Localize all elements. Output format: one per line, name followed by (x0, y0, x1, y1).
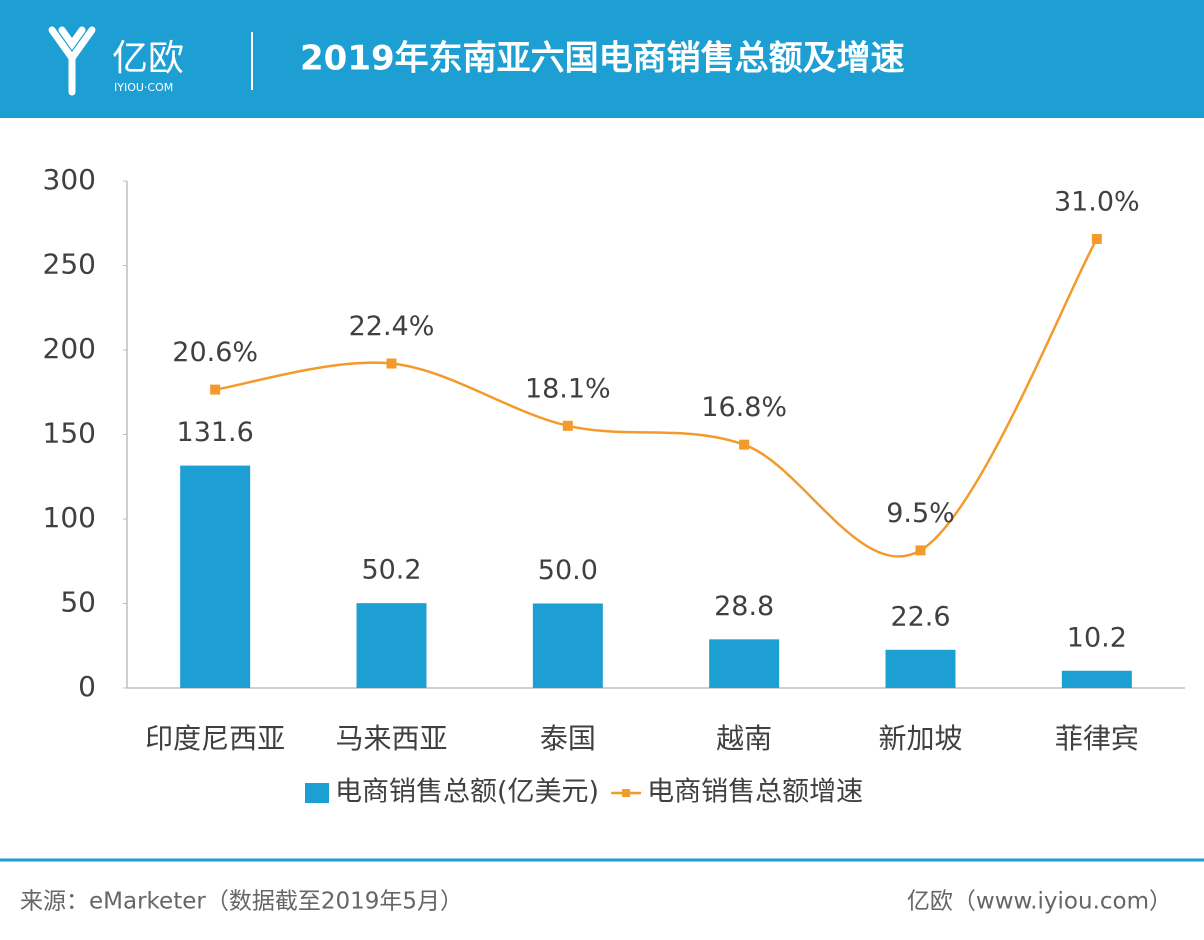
growth-line (214, 238, 1098, 558)
data-label: 50.2 (361, 555, 421, 586)
data-label: 31.0% (1054, 186, 1140, 217)
line-marker (210, 384, 221, 395)
line-marker (1091, 233, 1102, 244)
data-label: 10.2 (1067, 622, 1127, 653)
data-label: 20.6% (172, 337, 258, 368)
line-marker (562, 420, 573, 431)
y-tick-label: 0 (78, 670, 96, 703)
data-label: 28.8 (714, 591, 774, 622)
logo-icon (48, 26, 96, 96)
legend-swatch (622, 789, 631, 797)
y-tick-label: 250 (43, 248, 96, 281)
x-tick-label: 菲律宾 (1055, 722, 1139, 755)
x-tick-label: 越南 (716, 722, 772, 755)
line-marker (915, 545, 926, 556)
x-tick-label: 印度尼西亚 (145, 722, 285, 755)
bar (709, 639, 780, 688)
data-label: 16.8% (701, 392, 787, 423)
data-label: 22.6 (890, 601, 950, 632)
data-label: 9.5% (886, 498, 955, 529)
line-marker (739, 439, 750, 450)
y-tick-label: 300 (43, 163, 96, 196)
bar (885, 649, 956, 688)
data-label: 131.6 (177, 417, 254, 448)
y-tick-label: 100 (43, 501, 96, 534)
logo-subtext: IYIOU·COM (114, 81, 173, 94)
bar (180, 465, 251, 688)
data-label: 50.0 (538, 555, 598, 586)
x-tick-label: 马来西亚 (335, 722, 447, 755)
bar (1061, 670, 1132, 688)
data-label: 18.1% (525, 373, 611, 404)
credit: 亿欧（www.iyiou.com） (907, 889, 1172, 915)
y-tick-label: 150 (43, 417, 96, 450)
legend-label: 电商销售总额(亿美元) (335, 777, 599, 808)
x-tick-label: 泰国 (540, 722, 596, 755)
x-tick-label: 新加坡 (878, 722, 962, 755)
bar (356, 603, 427, 688)
line-marker (386, 358, 397, 369)
y-tick-label: 200 (43, 332, 96, 365)
y-tick-label: 50 (60, 586, 96, 619)
source-note: 来源：eMarketer（数据截至2019年5月） (20, 889, 463, 915)
logo-text: 亿欧 (112, 38, 184, 79)
legend-label: 电商销售总额增速 (647, 777, 863, 808)
header-bar (0, 0, 1204, 118)
bar (532, 603, 603, 688)
data-label: 22.4% (349, 311, 435, 342)
chart-title: 2019年东南亚六国电商销售总额及增速 (300, 39, 905, 79)
legend-swatch (305, 783, 329, 803)
